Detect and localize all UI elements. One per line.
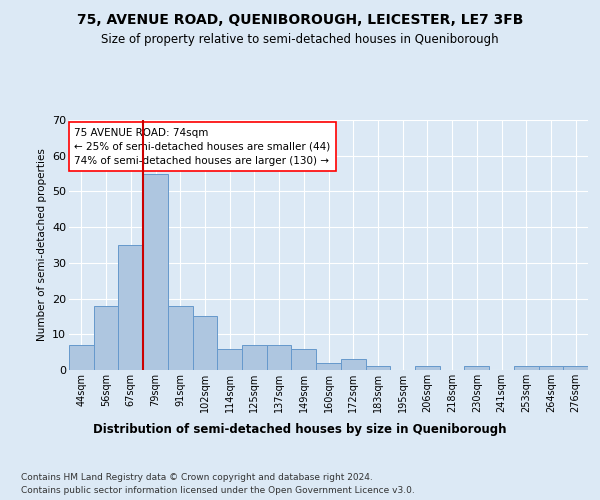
Text: 75, AVENUE ROAD, QUENIBOROUGH, LEICESTER, LE7 3FB: 75, AVENUE ROAD, QUENIBOROUGH, LEICESTER… <box>77 12 523 26</box>
Bar <box>539 366 563 370</box>
Bar <box>341 360 365 370</box>
Text: Size of property relative to semi-detached houses in Queniborough: Size of property relative to semi-detach… <box>101 32 499 46</box>
Text: Contains HM Land Registry data © Crown copyright and database right 2024.: Contains HM Land Registry data © Crown c… <box>21 472 373 482</box>
Bar <box>267 345 292 370</box>
Text: 75 AVENUE ROAD: 74sqm
← 25% of semi-detached houses are smaller (44)
74% of semi: 75 AVENUE ROAD: 74sqm ← 25% of semi-deta… <box>74 128 331 166</box>
Bar <box>69 345 94 370</box>
Bar <box>94 306 118 370</box>
Bar <box>514 366 539 370</box>
Text: Distribution of semi-detached houses by size in Queniborough: Distribution of semi-detached houses by … <box>93 422 507 436</box>
Bar <box>143 174 168 370</box>
Bar <box>316 363 341 370</box>
Bar <box>242 345 267 370</box>
Bar <box>193 316 217 370</box>
Bar <box>292 348 316 370</box>
Y-axis label: Number of semi-detached properties: Number of semi-detached properties <box>37 148 47 342</box>
Bar <box>464 366 489 370</box>
Bar <box>168 306 193 370</box>
Bar <box>563 366 588 370</box>
Bar <box>217 348 242 370</box>
Text: Contains public sector information licensed under the Open Government Licence v3: Contains public sector information licen… <box>21 486 415 495</box>
Bar <box>365 366 390 370</box>
Bar <box>415 366 440 370</box>
Bar <box>118 245 143 370</box>
